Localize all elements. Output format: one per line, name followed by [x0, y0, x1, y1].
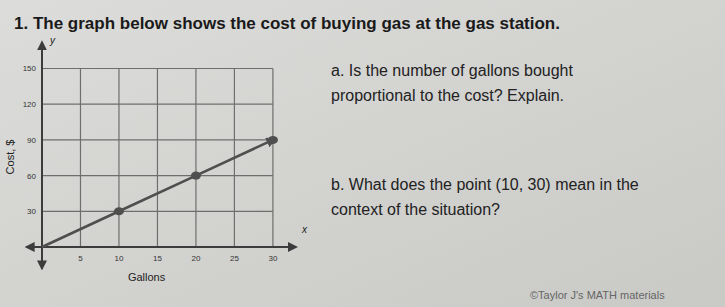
grid-line [42, 139, 273, 140]
y-axis [41, 42, 43, 268]
point [268, 136, 278, 144]
question-line: proportional to the cost? Explain. [331, 87, 564, 104]
grid-line [157, 68, 158, 247]
axis-name: y [49, 35, 56, 46]
title: 1. The graph below shows the cost of buy… [14, 14, 560, 33]
x-axis [27, 246, 296, 248]
y-tick-label: 120 [23, 100, 37, 109]
grid-line [42, 68, 273, 69]
x-tick-label: 5 [78, 254, 83, 263]
line [42, 140, 273, 247]
x-axis-label: Gallons [128, 271, 166, 283]
grid-line [272, 68, 273, 247]
grid-line [80, 68, 81, 247]
chart: 5 10 15 20 25 30 30 60 90 120 150 Gallons Cost, $ y x [4, 35, 308, 283]
x-tick-label: 25 [230, 254, 239, 263]
credit: ©Taylor J's MATH materials [530, 289, 665, 301]
x-tick-label: 20 [191, 254, 200, 263]
y-tick-label: 90 [27, 136, 36, 145]
question-line: context of the situation? [331, 201, 500, 218]
y-tick-label: 60 [27, 172, 36, 181]
axis-name: x [301, 224, 308, 235]
data [42, 136, 278, 247]
y-axis-label: Cost, $ [4, 140, 16, 175]
x-tick-label: 15 [153, 254, 162, 263]
point [114, 207, 124, 215]
grid-line [42, 104, 273, 105]
grid-line [118, 68, 119, 247]
question-line: b. What does the point (10, 30) mean in … [331, 176, 639, 193]
grid-line [42, 175, 273, 176]
background [0, 0, 725, 307]
grid-line [195, 68, 196, 247]
grid-line [42, 211, 273, 212]
y-tick-label: 30 [27, 207, 36, 216]
page: 1. The graph below shows the cost of buy… [0, 0, 725, 307]
question-line: a. Is the number of gallons bought [331, 62, 573, 79]
x-tick-label: 30 [268, 254, 277, 263]
x-tick-label: 10 [115, 254, 124, 263]
point [191, 172, 201, 180]
y-tick-label: 150 [23, 64, 37, 73]
